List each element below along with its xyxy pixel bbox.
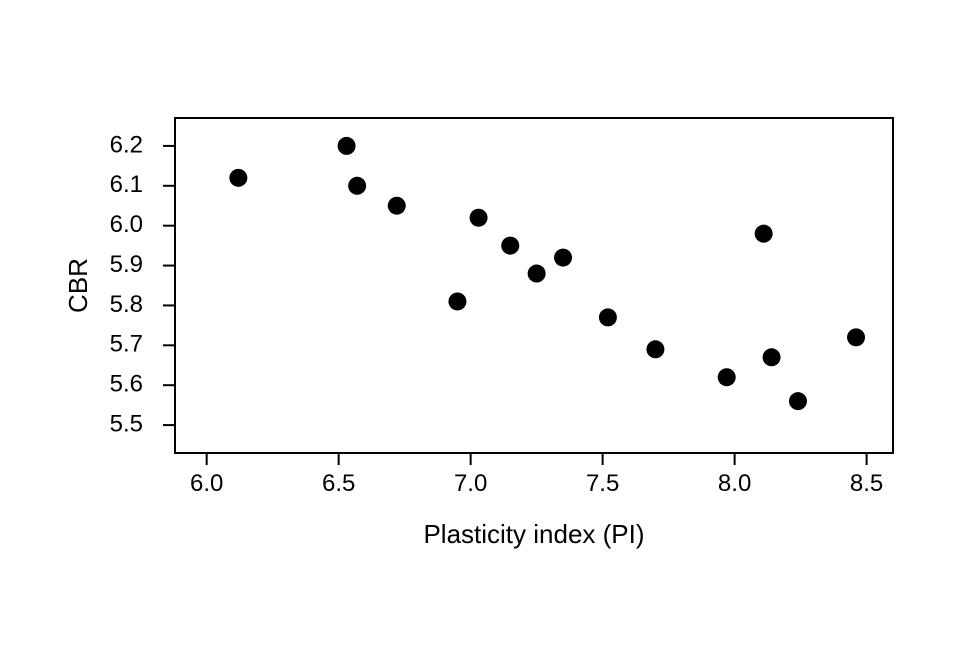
data-point: [554, 249, 572, 267]
data-point: [763, 348, 781, 366]
data-point: [755, 225, 773, 243]
data-point: [718, 368, 736, 386]
scatter-chart: 6.0 6.5 7.0 7.5 8.0 8.5 Plasticity index (PI) 5…: [0, 0, 960, 672]
data-point: [338, 137, 356, 155]
data-point: [470, 209, 488, 227]
y-tick-label: 5.6: [110, 371, 143, 398]
x-axis-title: Plasticity index (PI): [423, 519, 644, 549]
data-point: [388, 197, 406, 215]
x-tick-label: 6.0: [190, 470, 223, 497]
y-tick-label: 5.7: [110, 331, 143, 358]
x-tick-label: 6.5: [322, 470, 355, 497]
data-point: [448, 292, 466, 310]
y-tick-label: 6.1: [110, 171, 143, 198]
y-tick-label: 6.0: [110, 211, 143, 238]
y-tick-label: 5.9: [110, 251, 143, 278]
data-point: [599, 308, 617, 326]
data-point: [528, 265, 546, 283]
data-point: [348, 177, 366, 195]
data-point: [847, 328, 865, 346]
x-tick-label: 8.5: [850, 470, 883, 497]
y-tick-label: 5.5: [110, 410, 143, 437]
data-point: [501, 237, 519, 255]
x-tick-label: 7.5: [586, 470, 619, 497]
x-tick-label: 7.0: [454, 470, 487, 497]
data-point: [229, 169, 247, 187]
y-tick-label: 6.2: [110, 131, 143, 158]
x-tick-label: 8.0: [718, 470, 751, 497]
y-tick-label: 5.8: [110, 291, 143, 318]
y-axis-title: CBR: [63, 258, 93, 313]
data-point: [646, 340, 664, 358]
data-point: [789, 392, 807, 410]
